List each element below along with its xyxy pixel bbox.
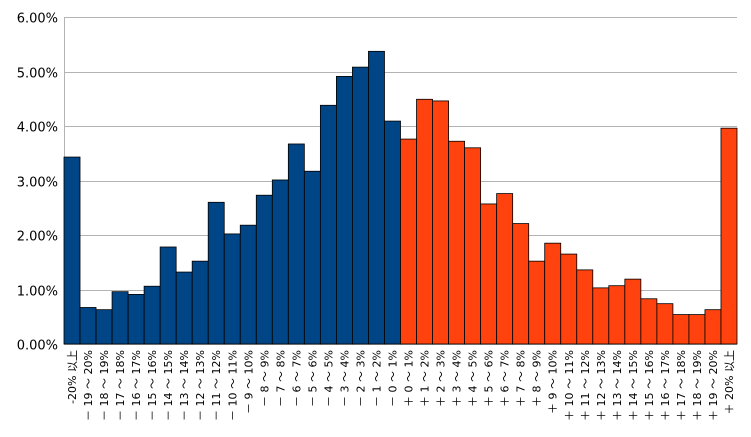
- bar: [720, 127, 738, 345]
- x-tick-label: － 11 ～ 12%: [210, 350, 223, 421]
- bar: [319, 104, 337, 345]
- bar: [239, 224, 257, 345]
- x-tick-label: ＋ 19 ～ 20%: [707, 350, 720, 421]
- bar: [287, 143, 305, 345]
- x-tick-label: － 9 ～ 10%: [242, 350, 255, 414]
- x-tick-label: ＋ 5 ～ 6%: [483, 350, 496, 407]
- x-tick-label: ＋ 10 ～ 11%: [563, 350, 576, 421]
- x-tick-label: － 16 ～ 17%: [130, 350, 143, 421]
- bar: [255, 194, 273, 345]
- y-tick-label: 2.00%: [17, 230, 58, 245]
- x-tick-label: ＋ 16 ～ 17%: [659, 350, 672, 421]
- x-tick-label: － 2 ～ 3%: [354, 350, 367, 407]
- bar: [352, 66, 369, 345]
- bar: [223, 233, 241, 345]
- x-tick-label: － 13 ～ 14%: [178, 350, 191, 421]
- bar: [672, 314, 690, 345]
- x-tick-label: － 0 ～ 1%: [386, 350, 399, 407]
- bar: [271, 179, 289, 345]
- x-tick-label: ＋ 13 ～ 14%: [611, 350, 624, 421]
- bar: [640, 298, 658, 345]
- x-tick-label: ＋ 2 ～ 3%: [435, 350, 448, 407]
- x-tick-label: － 14 ～ 15%: [162, 350, 175, 421]
- x-tick-label: ＋ 17 ～ 18%: [675, 350, 688, 421]
- bar: [496, 193, 514, 345]
- x-tick-label: ＋ 8 ～ 9%: [531, 350, 544, 407]
- x-tick-label: ＋ 15 ～ 16%: [643, 350, 656, 421]
- x-axis-ticks: -20% 以上－ 19 ～ 20% － 18 ～ 19% － 17 ～ 18% － 1…: [66, 350, 736, 421]
- bar: [448, 140, 465, 345]
- bar: [127, 293, 145, 345]
- x-tick-label: － 17 ～ 18%: [114, 350, 127, 421]
- bar: [303, 170, 321, 345]
- bar: [95, 309, 113, 345]
- bars: [63, 50, 738, 345]
- x-tick-label: － 10 ～ 11%: [226, 350, 239, 421]
- bar: [512, 223, 530, 345]
- x-tick-label: － 4 ～ 5%: [322, 350, 335, 407]
- bar: [432, 100, 449, 345]
- bar: [608, 285, 626, 345]
- x-tick-label: － 5 ～ 6%: [306, 350, 319, 407]
- x-tick-label: － 3 ～ 4%: [338, 350, 351, 407]
- bar: [175, 271, 193, 345]
- x-tick-label: ＋ 4 ～ 5%: [467, 350, 480, 407]
- x-tick-label: － 1 ～ 2%: [370, 350, 383, 407]
- bar: [384, 120, 401, 345]
- bar: [656, 303, 674, 345]
- bar: [159, 246, 177, 345]
- y-tick-label: 1.00%: [17, 285, 58, 300]
- x-tick-label: ＋ 14 ～ 15%: [627, 350, 640, 421]
- bar: [416, 98, 433, 345]
- y-tick-label: 4.00%: [17, 121, 58, 136]
- bar: [79, 307, 97, 345]
- y-tick-label: 5.00%: [17, 67, 58, 82]
- bar: [207, 201, 225, 345]
- bar: [191, 260, 209, 345]
- bar: [368, 50, 385, 345]
- bar: [576, 269, 594, 345]
- bar: [335, 76, 353, 345]
- x-tick-label: － 12 ～ 13%: [194, 350, 207, 421]
- x-tick-label: ＋ 6 ～ 7%: [499, 350, 512, 407]
- x-tick-label: － 19 ～ 20%: [82, 350, 95, 421]
- x-tick-label: － 15 ～ 16%: [146, 350, 159, 421]
- bar: [464, 147, 482, 345]
- x-tick-label: － 18 ～ 19%: [98, 350, 111, 421]
- x-tick-label: -20% 以上: [66, 350, 79, 404]
- x-tick-label: － 7 ～ 8%: [274, 350, 287, 407]
- x-tick-label: ＋ 7 ～ 8%: [515, 350, 528, 407]
- bar: [143, 285, 161, 345]
- y-tick-label: 0.00%: [17, 339, 58, 354]
- bar: [544, 242, 562, 345]
- y-tick-label: 6.00%: [17, 12, 58, 27]
- bar: [688, 314, 706, 345]
- bar: [560, 253, 578, 345]
- x-tick-label: ＋ 9 ～ 10%: [547, 350, 560, 414]
- x-tick-label: ＋ 12 ～ 13%: [595, 350, 608, 421]
- y-axis-ticks: 0.00% 1.00% 2.00% 3.00% 4.00% 5.00% 6.00%: [17, 12, 58, 354]
- x-tick-label: － 6 ～ 7%: [290, 350, 303, 407]
- bar: [400, 138, 417, 345]
- y-tick-label: 3.00%: [17, 176, 58, 191]
- bar: [63, 156, 81, 345]
- x-tick-label: － 8 ～ 9%: [258, 350, 271, 407]
- bar: [592, 287, 610, 345]
- bar: [624, 278, 642, 345]
- x-tick-label: ＋ 18 ～ 19%: [691, 350, 704, 421]
- bar: [704, 309, 722, 345]
- x-tick-label: ＋ 3 ～ 4%: [451, 350, 464, 407]
- bar: [111, 291, 129, 345]
- x-tick-label: ＋ 11 ～ 12%: [579, 350, 592, 421]
- x-tick-label: ＋ 0 ～ 1%: [403, 350, 416, 407]
- bar: [528, 260, 546, 345]
- x-tick-label: ＋ 1 ～ 2%: [419, 350, 432, 407]
- x-tick-label: ＋ 20% 以上: [723, 350, 736, 414]
- bar: [480, 203, 498, 345]
